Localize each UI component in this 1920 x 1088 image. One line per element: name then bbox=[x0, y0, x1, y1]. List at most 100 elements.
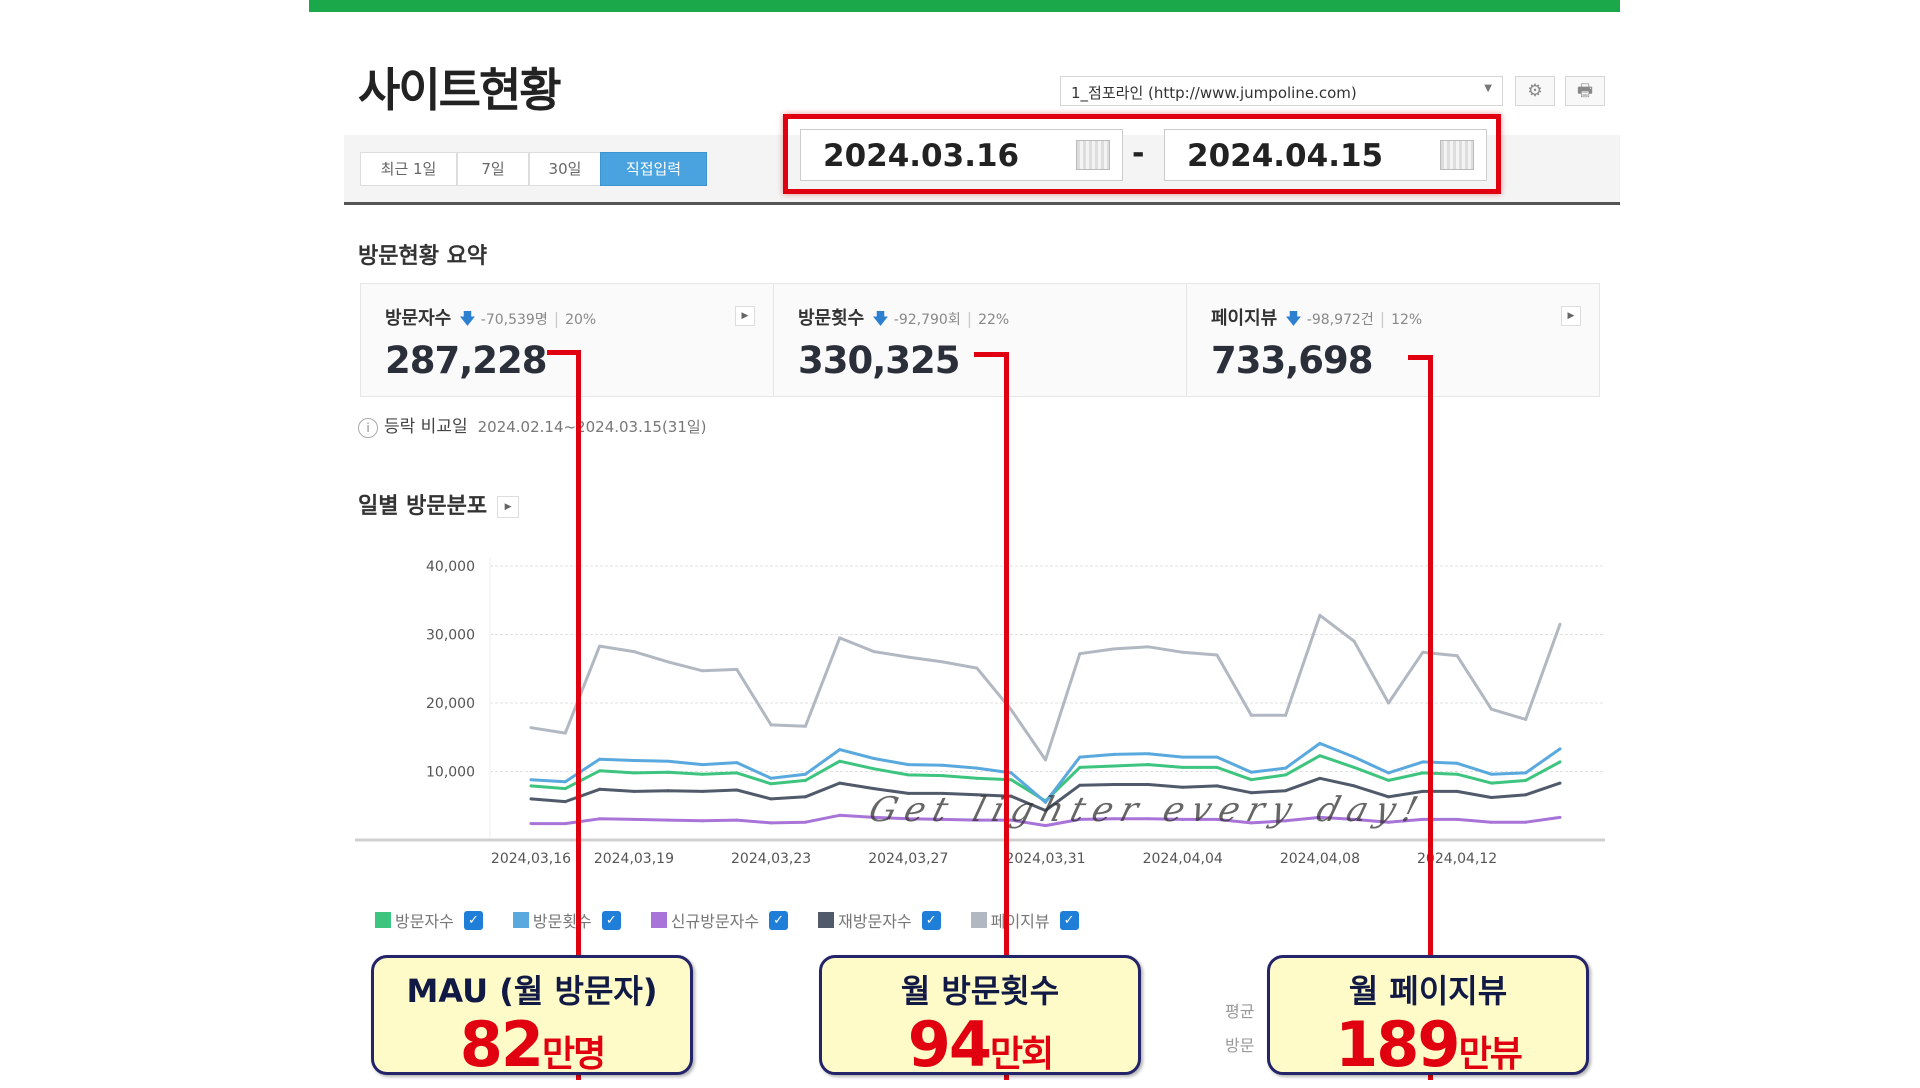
data-point bbox=[1352, 817, 1356, 821]
end-date-input[interactable]: 2024.04.15 bbox=[1164, 129, 1487, 181]
legend-item[interactable]: 신규방문자수 ✓ bbox=[650, 908, 789, 932]
background-label: 방문 bbox=[1225, 1036, 1255, 1055]
data-point bbox=[1009, 778, 1013, 782]
data-point bbox=[941, 817, 945, 821]
legend-checkbox[interactable]: ✓ bbox=[601, 910, 621, 930]
x-tick-label: 2024,04,12 bbox=[1417, 851, 1497, 867]
y-tick-label: 30,000 bbox=[426, 628, 475, 644]
data-point bbox=[1558, 747, 1562, 751]
legend-swatch bbox=[375, 912, 391, 928]
data-point bbox=[872, 787, 876, 791]
daily-visits-chart: 40,000 30,000 20,000 10,000 2024,03,16 2024,0… bbox=[355, 558, 1605, 867]
data-point bbox=[735, 761, 739, 765]
period-custom-button[interactable]: 직접입력 bbox=[600, 152, 707, 186]
data-point bbox=[632, 817, 636, 821]
y-tick-label: 40,000 bbox=[426, 559, 475, 575]
data-point bbox=[803, 820, 807, 824]
calendar-icon[interactable] bbox=[1076, 140, 1110, 170]
data-point bbox=[769, 797, 773, 801]
connector-line bbox=[1004, 352, 1009, 1080]
card-value: 287,228 bbox=[385, 339, 548, 382]
data-point bbox=[872, 650, 876, 654]
period-1day-button[interactable]: 최근 1일 bbox=[360, 152, 457, 186]
legend-item[interactable]: 방문횟수 ✓ bbox=[512, 908, 621, 932]
print-button[interactable]: 🖶 bbox=[1565, 76, 1605, 106]
settings-button[interactable]: ⚙ bbox=[1515, 76, 1555, 106]
data-point bbox=[1215, 653, 1219, 657]
calendar-icon[interactable] bbox=[1440, 140, 1474, 170]
data-point bbox=[1524, 717, 1528, 721]
connector-line bbox=[1408, 355, 1433, 360]
legend-item[interactable]: 방문자수 ✓ bbox=[375, 908, 483, 932]
data-point bbox=[598, 769, 602, 773]
data-point bbox=[1112, 764, 1116, 768]
data-point bbox=[941, 774, 945, 778]
legend-checkbox[interactable]: ✓ bbox=[921, 910, 941, 930]
data-point bbox=[701, 763, 704, 767]
data-point bbox=[1352, 639, 1356, 643]
data-point bbox=[1044, 809, 1047, 813]
data-point bbox=[906, 773, 910, 777]
data-point bbox=[1009, 794, 1013, 798]
data-point bbox=[906, 817, 910, 821]
data-point bbox=[1284, 766, 1288, 770]
print-icon: 🖶 bbox=[1576, 81, 1594, 101]
callout-title: 월 방문횟수 bbox=[900, 972, 1060, 1010]
period-7day-button[interactable]: 7일 bbox=[457, 152, 529, 186]
more-button[interactable]: ▶ bbox=[497, 496, 520, 518]
more-button[interactable]: ▶ bbox=[1561, 306, 1581, 326]
data-point bbox=[872, 756, 876, 760]
legend-swatch bbox=[650, 912, 667, 928]
data-point bbox=[735, 818, 739, 822]
callout-unit: 만회 bbox=[990, 1034, 1054, 1075]
data-point bbox=[975, 818, 979, 822]
data-point bbox=[666, 660, 670, 664]
arrow-down-icon: 🡇 bbox=[872, 309, 889, 328]
legend-label: 방문횟수 bbox=[532, 912, 592, 931]
data-point bbox=[1078, 765, 1082, 769]
data-point bbox=[975, 776, 979, 780]
gear-icon: ⚙ bbox=[1527, 81, 1543, 101]
card-delta: -92,790회 bbox=[893, 312, 961, 328]
data-point bbox=[1284, 773, 1288, 777]
data-point bbox=[1181, 765, 1185, 769]
data-point bbox=[529, 797, 533, 801]
page-title: 사이트현황 bbox=[358, 63, 562, 117]
data-point bbox=[1146, 763, 1150, 767]
data-point bbox=[1524, 793, 1528, 797]
data-point bbox=[529, 822, 533, 826]
legend-checkbox[interactable]: ✓ bbox=[463, 910, 483, 930]
x-tick-label: 2024,03,19 bbox=[594, 851, 674, 867]
data-point bbox=[1249, 791, 1253, 795]
site-select[interactable]: 1_점포라인 (http://www.jumpoline.com) ▼ bbox=[1060, 76, 1503, 106]
legend-item[interactable]: 페이지뷰 ✓ bbox=[970, 908, 1079, 932]
callout-unit: 만명 bbox=[542, 1034, 606, 1075]
data-point bbox=[975, 793, 979, 797]
period-30day-button[interactable]: 30일 bbox=[529, 152, 601, 186]
data-point bbox=[1009, 771, 1013, 775]
more-button[interactable]: ▶ bbox=[735, 306, 755, 326]
data-point bbox=[1558, 622, 1562, 626]
data-point bbox=[666, 818, 670, 822]
legend-swatch bbox=[818, 912, 835, 928]
chart-legend: 방문자수 ✓ 방문횟수 ✓ 신규방문자수 ✓ 재방문자수 ✓ 페이지뷰 ✓ bbox=[375, 908, 1079, 932]
card-value: 330,325 bbox=[798, 339, 961, 382]
legend-checkbox[interactable]: ✓ bbox=[1059, 910, 1079, 930]
legend-checkbox[interactable]: ✓ bbox=[769, 910, 789, 930]
data-point bbox=[563, 731, 567, 735]
data-point bbox=[1352, 755, 1356, 759]
data-point bbox=[1524, 778, 1528, 782]
compare-period: i 등락 비교일 2024.02.14~2024.03.15(31일) bbox=[358, 412, 707, 438]
arrow-down-icon: 🡇 bbox=[459, 309, 476, 328]
data-point bbox=[1284, 713, 1288, 717]
data-point bbox=[1558, 815, 1562, 819]
data-point bbox=[1181, 650, 1185, 654]
data-point bbox=[1318, 754, 1322, 758]
start-date-input[interactable]: 2024.03.16 bbox=[800, 129, 1123, 181]
legend-item[interactable]: 재방문자수 ✓ bbox=[818, 908, 941, 932]
compare-label: 등락 비교일 bbox=[384, 417, 468, 437]
data-point bbox=[735, 771, 739, 775]
data-point bbox=[1489, 772, 1493, 776]
data-point bbox=[1421, 650, 1425, 654]
data-point bbox=[1009, 708, 1013, 712]
